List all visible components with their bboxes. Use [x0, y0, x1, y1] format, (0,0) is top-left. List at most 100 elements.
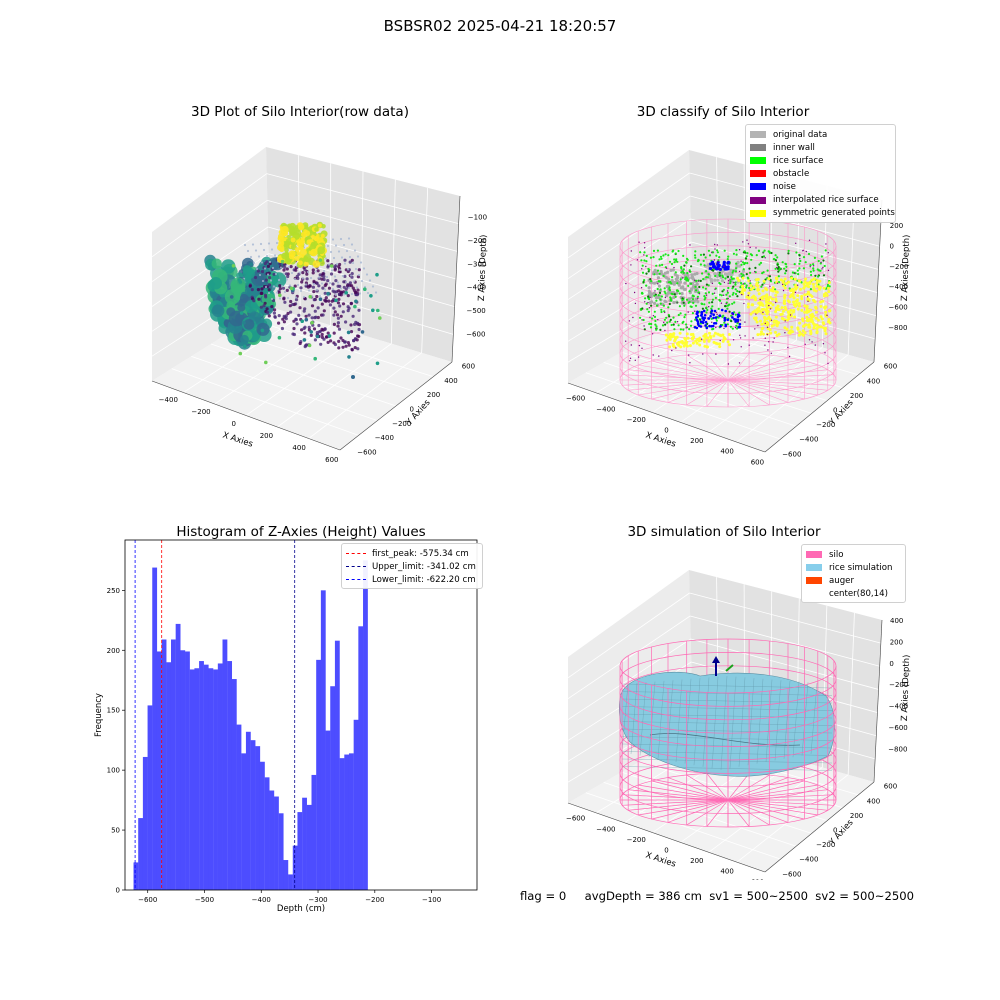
p1-point: [298, 260, 303, 266]
p2-point: [783, 277, 787, 281]
p1-xtick: −400: [159, 396, 178, 404]
hist-bar: [213, 669, 218, 890]
p1-point: [333, 342, 337, 347]
p2-point: [810, 278, 814, 282]
p2-point: [764, 344, 766, 346]
p1-point: [340, 256, 344, 259]
p1-point: [268, 276, 272, 280]
p1-point: [231, 264, 236, 268]
p2-point: [731, 327, 734, 330]
p1-point: [277, 291, 281, 295]
p2-point: [641, 271, 645, 274]
p2-point: [784, 263, 788, 266]
p2-point: [660, 257, 663, 260]
p1-point: [344, 344, 348, 348]
p2-point: [773, 337, 775, 339]
p2-point: [769, 301, 773, 305]
p1-point: [330, 269, 334, 272]
p2-point: [759, 332, 763, 336]
p1-point: [313, 356, 318, 361]
p1-point: [360, 330, 365, 334]
p2-point: [730, 276, 733, 279]
p2-point: [715, 274, 720, 278]
p2-point: [790, 325, 794, 329]
p2-point: [804, 343, 806, 345]
p2-point: [643, 259, 646, 262]
p2-point: [709, 336, 713, 340]
p4-ytick: 400: [867, 797, 880, 805]
p1-point: [221, 259, 236, 274]
p2-point: [663, 290, 666, 293]
p1-point: [255, 267, 259, 271]
p2-point: [771, 297, 774, 301]
p1-point: [283, 290, 287, 294]
p2-point: [719, 325, 722, 328]
p2-point: [797, 302, 801, 305]
legend-label: silo: [829, 549, 844, 560]
p2-point: [744, 261, 747, 265]
hist-bar: [180, 650, 186, 890]
p1-point: [209, 277, 222, 290]
hist-xtick: −400: [252, 896, 271, 904]
p2-point: [668, 320, 671, 323]
p1-point: [369, 294, 373, 298]
p1-point: [333, 310, 337, 314]
p1-point: [317, 330, 321, 334]
p2-point: [814, 305, 818, 309]
p2-point: [650, 292, 654, 296]
p2-point: [812, 269, 815, 272]
p2-point: [671, 268, 675, 272]
p2-point: [725, 293, 728, 296]
p2-point: [741, 284, 744, 288]
p2-point: [745, 255, 748, 258]
p2-point: [809, 331, 813, 335]
p1-point: [267, 288, 271, 292]
p1-point: [317, 284, 321, 288]
p1-point: [353, 249, 357, 252]
p2-point: [754, 270, 756, 273]
p2-point: [694, 256, 697, 259]
p2-point: [826, 283, 830, 287]
p1-point: [344, 320, 348, 324]
p2-point: [652, 256, 655, 259]
p2-point: [809, 266, 811, 268]
hist-bar: [161, 639, 167, 890]
p1-point: [294, 247, 300, 253]
p2-point: [749, 246, 751, 249]
p2-point: [703, 316, 707, 320]
p2-point: [737, 321, 739, 323]
p2-point: [659, 288, 662, 291]
p1-point: [272, 285, 276, 288]
p2-point: [657, 319, 659, 321]
p1-point: [257, 297, 261, 301]
p2-point: [739, 319, 742, 321]
legend-swatch: [750, 196, 766, 204]
p2-point: [694, 297, 698, 301]
p2-point: [727, 255, 730, 258]
p2-point: [705, 306, 708, 309]
p2-point: [670, 279, 674, 283]
p2-point: [683, 304, 686, 307]
p1-point: [294, 298, 299, 302]
p2-point: [800, 294, 804, 298]
p2-point: [705, 311, 708, 314]
p2-point: [734, 292, 738, 296]
p1-point: [331, 238, 335, 241]
p4-ztick: 0: [889, 660, 893, 668]
p2-point: [682, 254, 685, 257]
p2-point: [820, 255, 824, 258]
p2-point: [648, 307, 651, 309]
p1-point: [326, 331, 330, 335]
p2-point: [723, 281, 726, 284]
p2-point: [650, 304, 653, 307]
p2-point: [772, 341, 774, 343]
p2-point: [715, 319, 718, 322]
p4-ztick: −400: [889, 703, 908, 711]
p2-point: [762, 307, 766, 311]
p2-point: [822, 343, 825, 345]
legend-label: symmetric generated points: [773, 208, 895, 219]
p2-point: [752, 337, 754, 339]
p2-point: [664, 296, 667, 299]
p2-point: [737, 313, 740, 317]
p1-point: [326, 244, 330, 248]
